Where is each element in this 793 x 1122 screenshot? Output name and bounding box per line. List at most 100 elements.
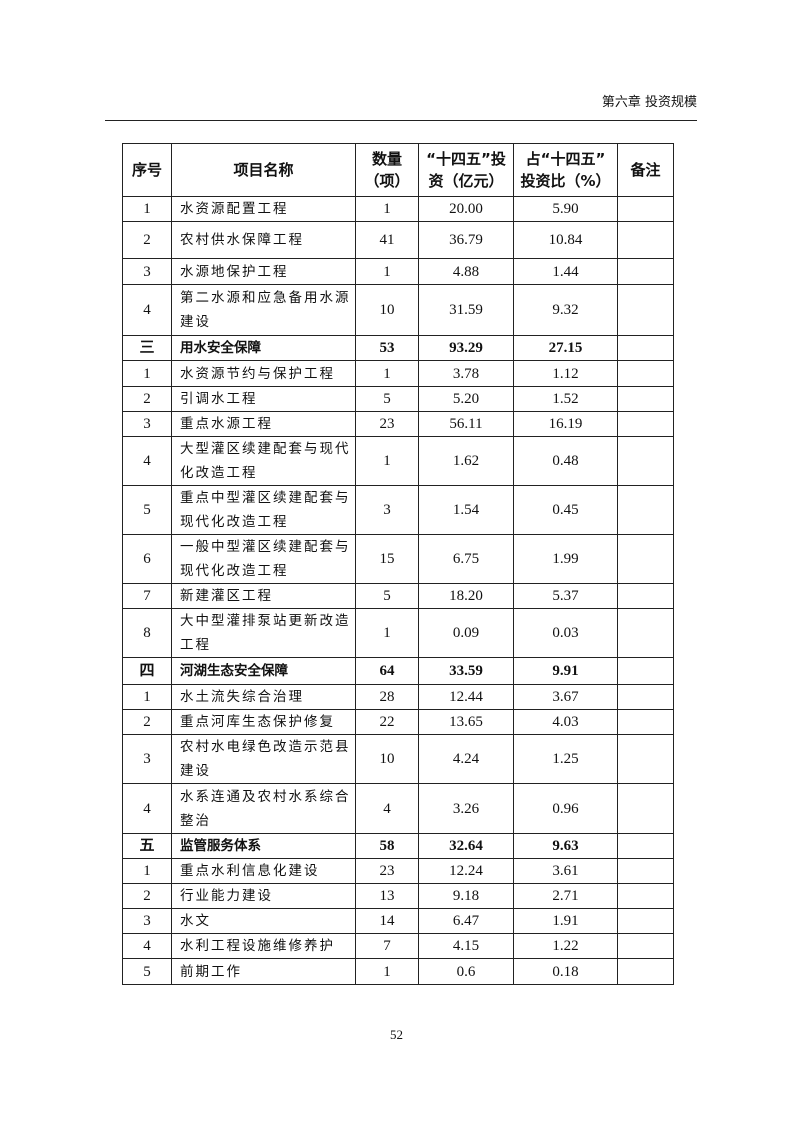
cell-name: 大型灌区续建配套与现代化改造工程 [171,436,356,486]
cell-no: 6 [122,534,172,584]
cell-name: 第二水源和应急备用水源建设 [171,284,356,336]
cell-no: 3 [122,734,172,784]
cell-note [617,833,674,859]
cell-investment: 20.00 [418,196,514,222]
cell-name: 水系连通及农村水系综合整治 [171,783,356,834]
cell-investment: 18.20 [418,583,514,609]
cell-no: 3 [122,258,172,285]
cell-investment: 6.47 [418,908,514,934]
cell-share: 9.63 [513,833,618,859]
cell-count: 4 [355,783,419,834]
cell-share: 0.03 [513,608,618,658]
table-row: 1 重点水利信息化建设 23 12.24 3.61 [122,858,674,884]
cell-name: 一般中型灌区续建配套与现代化改造工程 [171,534,356,584]
cell-note [617,258,674,285]
cell-share: 5.90 [513,196,618,222]
column-header: “十四五”投 资（亿元） [418,143,514,197]
cell-no: 7 [122,583,172,609]
cell-note [617,534,674,584]
cell-share: 2.71 [513,883,618,909]
cell-investment: 1.54 [418,485,514,535]
cell-no: 2 [122,221,172,259]
cell-name: 新建灌区工程 [171,583,356,609]
cell-note [617,360,674,387]
cell-no: 1 [122,196,172,222]
cell-count: 3 [355,485,419,535]
table-row: 2 重点河库生态保护修复 22 13.65 4.03 [122,709,674,735]
table-row: 4 水系连通及农村水系综合整治 4 3.26 0.96 [122,783,674,834]
cell-name: 水利工程设施维修养护 [171,933,356,959]
cell-note [617,933,674,959]
page-number: 52 [390,1027,403,1042]
cell-no: 5 [122,958,172,985]
cell-share: 1.25 [513,734,618,784]
cell-count: 1 [355,360,419,387]
cell-investment: 5.20 [418,386,514,412]
cell-note [617,783,674,834]
cell-note [617,335,674,361]
column-header-text: 备注 [630,161,661,179]
running-head: 第六章 投资规模 [601,95,697,110]
cell-name: 农村水电绿色改造示范县建设 [171,734,356,784]
cell-share: 27.15 [513,335,618,361]
cell-investment: 4.88 [418,258,514,285]
cell-count: 10 [355,284,419,336]
cell-count: 64 [355,657,419,685]
cell-count: 1 [355,608,419,658]
cell-investment: 1.62 [418,436,514,486]
cell-share: 1.52 [513,386,618,412]
cell-count: 23 [355,858,419,884]
cell-name: 重点水利信息化建设 [171,858,356,884]
cell-count: 5 [355,386,419,412]
cell-share: 9.32 [513,284,618,336]
cell-investment: 3.26 [418,783,514,834]
table-row: 8 大中型灌排泵站更新改造工程 1 0.09 0.03 [122,608,674,658]
cell-share: 0.45 [513,485,618,535]
cell-investment: 9.18 [418,883,514,909]
table-row: 6 一般中型灌区续建配套与现代化改造工程 15 6.75 1.99 [122,534,674,584]
table-row: 3 水源地保护工程 1 4.88 1.44 [122,258,674,285]
table-row: 3 水文 14 6.47 1.91 [122,908,674,934]
cell-count: 23 [355,411,419,437]
cell-name: 前期工作 [171,958,356,985]
cell-no: 三 [122,335,172,361]
cell-count: 41 [355,221,419,259]
cell-no: 3 [122,908,172,934]
column-header-text: 序号 [131,161,162,179]
cell-name: 重点中型灌区续建配套与现代化改造工程 [171,485,356,535]
cell-investment: 93.29 [418,335,514,361]
cell-no: 四 [122,657,172,685]
cell-count: 1 [355,196,419,222]
column-header-text: “十四五”投 [426,150,506,168]
table-row: 1 水土流失综合治理 28 12.44 3.67 [122,684,674,710]
cell-name: 引调水工程 [171,386,356,412]
table-row: 4 第二水源和应急备用水源建设 10 31.59 9.32 [122,284,674,336]
column-header: 项目名称 [171,143,356,197]
cell-name: 水土流失综合治理 [171,684,356,710]
cell-no: 1 [122,360,172,387]
cell-name: 水资源节约与保护工程 [171,360,356,387]
cell-share: 5.37 [513,583,618,609]
cell-note [617,436,674,486]
cell-count: 1 [355,958,419,985]
table-header-row: 序号 项目名称 数量（项） “十四五”投 资（亿元） 占“十四五” 投资比（%） 备注 [122,143,674,197]
cell-count: 5 [355,583,419,609]
table-row: 3 农村水电绿色改造示范县建设 10 4.24 1.25 [122,734,674,784]
cell-note [617,734,674,784]
cell-share: 3.61 [513,858,618,884]
table-row: 1 水资源配置工程 1 20.00 5.90 [122,196,674,222]
cell-note [617,485,674,535]
cell-note [617,657,674,685]
cell-name: 水资源配置工程 [171,196,356,222]
cell-share: 0.48 [513,436,618,486]
table-row: 4 大型灌区续建配套与现代化改造工程 1 1.62 0.48 [122,436,674,486]
cell-count: 22 [355,709,419,735]
cell-name: 重点河库生态保护修复 [171,709,356,735]
cell-no: 3 [122,411,172,437]
cell-count: 58 [355,833,419,859]
column-header: 数量（项） [355,143,419,197]
table-row: 3 重点水源工程 23 56.11 16.19 [122,411,674,437]
column-header-text: 投资比（%） [520,172,611,190]
cell-count: 13 [355,883,419,909]
cell-no: 8 [122,608,172,658]
